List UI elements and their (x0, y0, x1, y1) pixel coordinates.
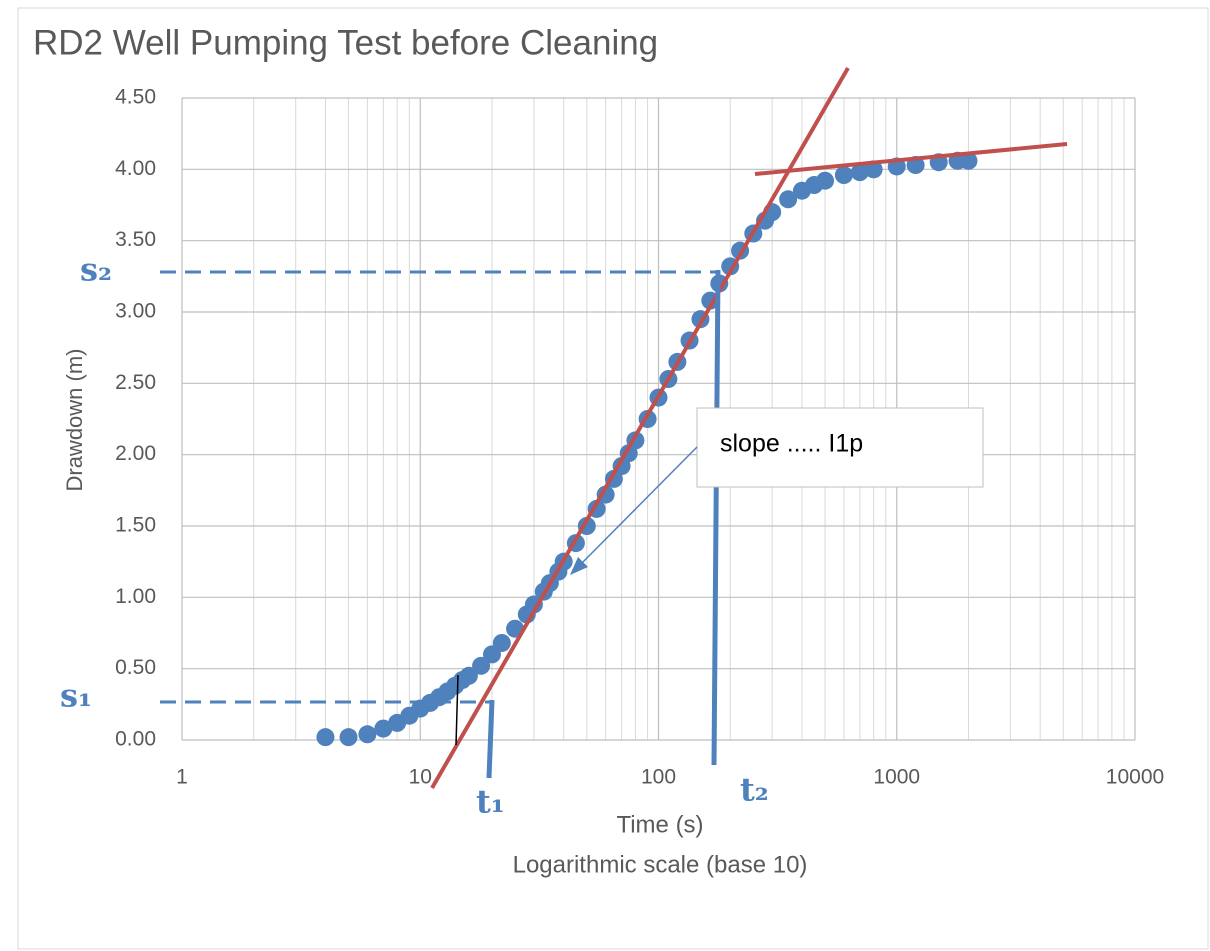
slope-box (696, 407, 984, 488)
point (472, 656, 491, 675)
point (339, 728, 358, 747)
y-tick-label: 4.00 (115, 157, 156, 180)
arrow-head (570, 557, 588, 575)
x-tick-label: 10000 (1106, 766, 1164, 789)
x-tick-label: 10 (409, 766, 432, 789)
y-tick-label: 4.50 (115, 86, 156, 109)
y-axis-title: Drawdown (m) (62, 348, 87, 491)
x-tick-label: 100 (641, 766, 676, 789)
points (316, 151, 978, 747)
point (358, 725, 377, 744)
y-tick-label: 2.00 (115, 442, 156, 465)
x-axis-note: Logarithmic scale (base 10) (513, 851, 808, 878)
y-tick-label: 0.00 (115, 728, 156, 751)
x-tick-label: 1 (176, 766, 188, 789)
fit-line (430, 66, 850, 790)
point (374, 719, 393, 738)
point (816, 171, 835, 190)
point (492, 633, 511, 652)
point (779, 190, 798, 209)
point (850, 163, 869, 182)
y-tick-label: 2.50 (115, 371, 156, 394)
t1-label: t₁ (476, 783, 505, 821)
chart-title: RD2 Well Pumping Test before Cleaning (33, 23, 658, 62)
s1-label: s₁ (60, 677, 92, 715)
arrow-shaft (579, 446, 698, 566)
annotations: slope ..... I1p s₂ s₁ t₁ t₂ (60, 66, 1068, 821)
x-axis-title: Time (s) (616, 811, 703, 838)
marker-line (455, 674, 459, 746)
y-tick-label: 3.00 (115, 300, 156, 323)
y-tick-label: 1.00 (115, 585, 156, 608)
point (959, 151, 978, 170)
fit-line (754, 142, 1068, 176)
point (316, 728, 335, 747)
s2-label: s₂ (80, 251, 112, 289)
point (834, 166, 853, 185)
point (459, 666, 478, 685)
y-tick-label: 1.50 (115, 514, 156, 537)
x-tick-label: 1000 (873, 766, 920, 789)
y-tick-label: 3.50 (115, 228, 156, 251)
t2-line (711, 269, 721, 766)
y-tick-label: 0.50 (115, 656, 156, 679)
slope-label: slope ..... I1p (720, 430, 863, 458)
t2-label: t₂ (740, 771, 769, 809)
t1-line (486, 699, 495, 779)
